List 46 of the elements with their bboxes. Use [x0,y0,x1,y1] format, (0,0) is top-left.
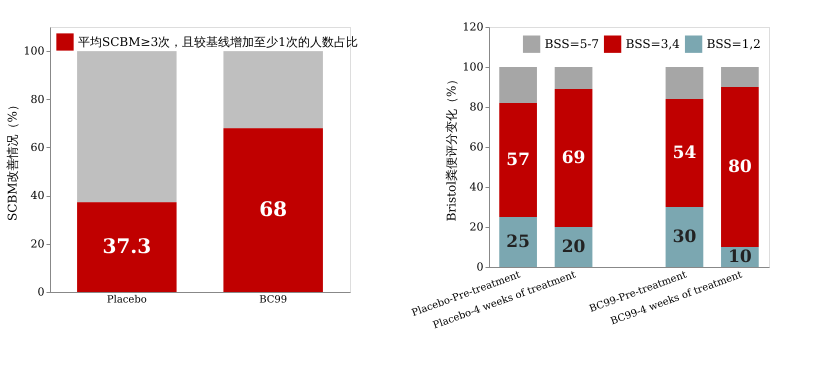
data-label: 37.3 [102,234,152,258]
bar [554,89,592,227]
bar [666,67,704,99]
bar [666,207,704,267]
legend-label: BSS=3,4 [626,37,680,52]
bar [666,99,704,207]
y-tick-label: 0 [38,286,44,298]
data-label: 57 [506,150,530,170]
data-label: 10 [728,247,752,267]
x-tick-label: BC99 [259,294,288,306]
data-label: 68 [259,197,288,222]
y-tick-label: 120 [462,20,484,34]
legend-label: BSS=1,2 [706,37,761,52]
y-tick-label: 20 [30,237,44,250]
bar [499,103,537,217]
bar [223,128,323,292]
y-tick-label: 40 [30,189,44,202]
y-tick-label: 100 [24,44,44,58]
bar [77,51,177,202]
x-tick-label: Placebo [106,294,147,306]
bar [223,51,323,128]
y-tick-label: 20 [470,220,484,234]
y-axis-title: SCBM改善情况（%） [6,99,20,221]
data-label: 25 [506,232,530,252]
bar [499,217,537,267]
y-tick-label: 100 [462,60,484,74]
legend-label: 平均SCBM≥3次，且较基线增加至少1次的人数占比 [78,35,358,49]
y-tick-label: 80 [470,100,484,114]
data-label: 54 [672,143,696,163]
y-tick-label: 0 [476,260,484,274]
data-label: 69 [562,148,586,168]
y-tick-label: 40 [470,180,484,194]
bar [77,202,177,292]
y-tick-label: 60 [470,140,484,154]
y-tick-label: 60 [30,140,44,154]
data-label: 30 [672,227,696,247]
bar [499,67,537,103]
bar [721,87,759,247]
bar [721,67,759,87]
y-axis-title: Bristol粪便评分变化（%） [444,74,459,222]
bar [554,67,592,89]
y-tick-label: 80 [30,92,44,106]
data-label: 20 [562,237,586,257]
legend-label: BSS=5-7 [544,37,600,52]
bar [554,227,592,267]
data-label: 80 [728,157,752,177]
